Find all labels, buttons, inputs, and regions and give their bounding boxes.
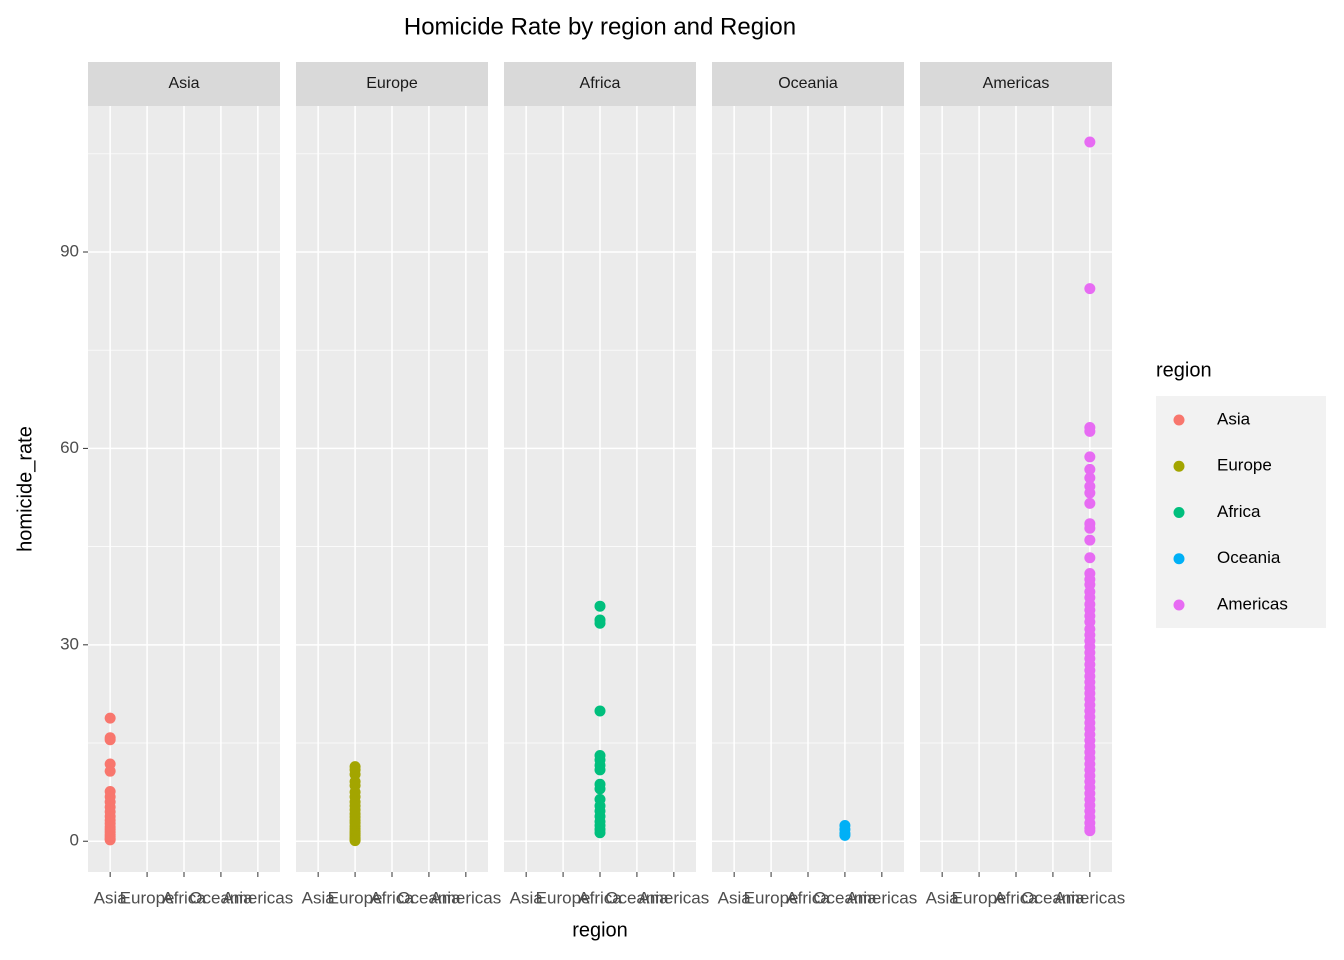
point [594,600,606,612]
point [1084,825,1096,837]
legend-label: Asia [1217,409,1251,428]
facet-strip [920,62,1112,106]
legend-key [1173,507,1185,518]
point [594,764,606,776]
point [1084,497,1096,509]
y-tick-label: 0 [70,831,79,850]
facet-label: Oceania [778,75,838,92]
x-tick-label: Africa [786,888,830,907]
legend-label: Europe [1217,456,1272,475]
point [1084,472,1096,484]
y-axis-title: homicide_rate [14,426,36,552]
x-tick-label: Europe [328,888,383,907]
point [104,712,116,724]
point [594,705,606,717]
x-tick-label: Africa [994,888,1038,907]
legend-label: Americas [1217,594,1288,613]
y-tick-label: 30 [60,634,79,653]
point [104,765,116,777]
x-tick-label: Africa [370,888,414,907]
point [1084,283,1096,295]
x-tick-label: Americas [222,888,293,907]
point [104,734,116,746]
legend-label: Oceania [1217,548,1281,567]
facet-strip [504,62,696,106]
x-axis-title: region [572,919,628,941]
chart-title: Homicide Rate by region and Region [404,13,796,40]
x-tick-label: Asia [926,888,960,907]
point [349,835,361,847]
point [1084,552,1096,564]
point [1084,522,1096,534]
point [1084,136,1096,148]
legend-key [1173,599,1185,611]
x-tick-label: Asia [302,888,336,907]
legend-title: region [1156,359,1212,381]
point [839,829,851,841]
x-tick-label: Americas [1054,888,1125,907]
y-tick-label: 90 [60,241,79,260]
point [1084,463,1096,475]
x-tick-label: Africa [578,888,622,907]
x-tick-label: Americas [638,888,709,907]
legend-key [1173,460,1185,472]
point [594,617,606,629]
legend-key [1173,414,1185,426]
point [594,827,606,839]
x-tick-label: Europe [952,888,1007,907]
x-tick-label: Oceania [1021,888,1085,907]
point [594,783,606,795]
point [104,834,116,846]
x-tick-label: Asia [94,888,128,907]
x-tick-label: Europe [744,888,799,907]
y-tick-label: 60 [60,438,79,457]
x-tick-label: Oceania [605,888,669,907]
point [1084,487,1096,499]
x-tick-label: Asia [510,888,544,907]
x-tick-label: Oceania [189,888,253,907]
x-tick-label: Americas [846,888,917,907]
x-tick-label: Americas [430,888,501,907]
facet-label: Asia [168,75,199,92]
facet-strip [296,62,488,106]
x-tick-label: Europe [120,888,175,907]
legend-key [1173,553,1185,565]
x-tick-label: Asia [718,888,752,907]
x-tick-label: Oceania [813,888,877,907]
x-tick-label: Oceania [397,888,461,907]
facet-label: Europe [366,75,418,92]
facet-strip [712,62,904,106]
point [1084,451,1096,463]
x-tick-label: Africa [162,888,206,907]
x-tick-label: Europe [536,888,591,907]
facet-strip [88,62,280,106]
legend-label: Africa [1217,502,1261,521]
point [1084,534,1096,546]
facet-label: Americas [983,75,1050,92]
point [1084,425,1096,437]
facet-label: Africa [580,75,621,92]
